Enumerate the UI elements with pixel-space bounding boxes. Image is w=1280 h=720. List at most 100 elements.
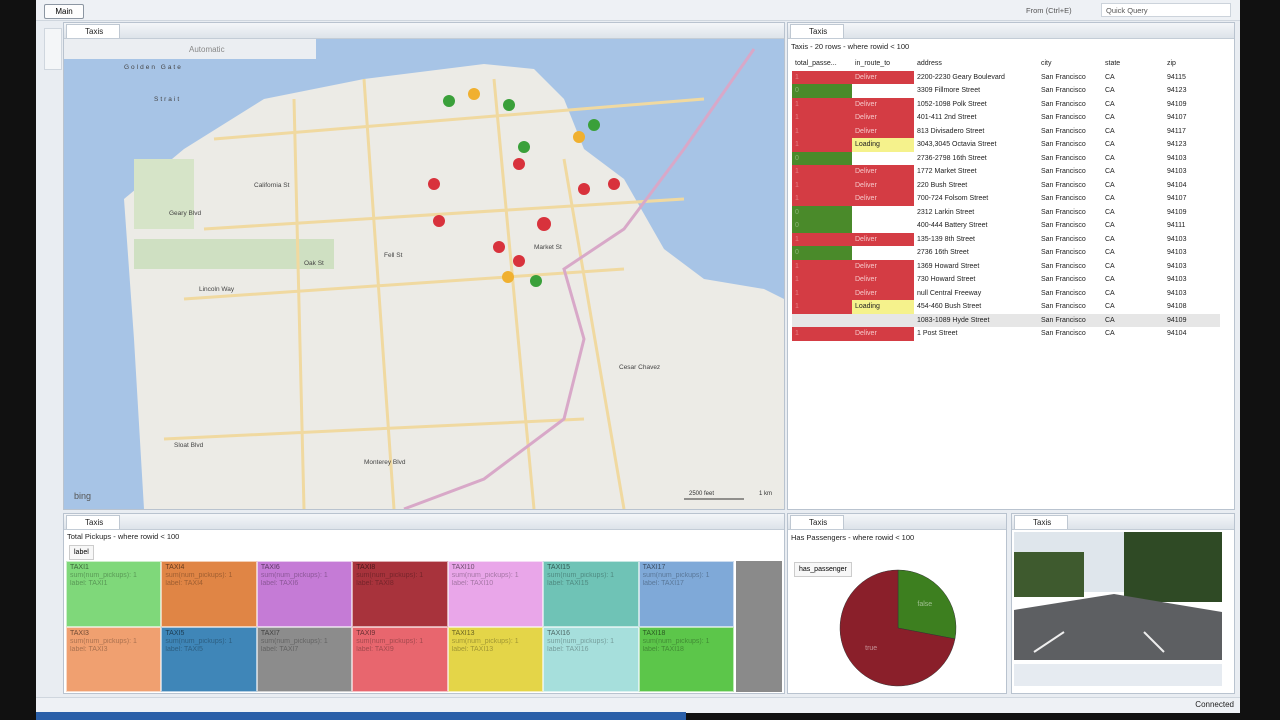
map-panel: Taxis Automatic bing 2500 feet 1 km Golden G… <box>63 22 785 510</box>
column-header: in_route_to <box>855 60 891 68</box>
table-cell: 94103 <box>1167 168 1187 176</box>
table-cell <box>852 219 914 233</box>
table-cell: San Francisco <box>1041 87 1086 95</box>
cell-name: TAXI8 <box>356 564 376 571</box>
cell-value: sum(num_pickups): 1 <box>70 637 137 645</box>
table-cell: 94103 <box>1167 289 1187 297</box>
table-cell: CA <box>1105 168 1115 176</box>
table-row: 1 Deliver 401-411 2nd Street San Francisco C… <box>792 111 1220 125</box>
toolbar: Main From (Ctrl+E) Quick Query <box>36 0 1240 21</box>
table-cell: CA <box>1105 316 1115 324</box>
table-row: 1 Loading 3043,3045 Octavia Street San Fran… <box>792 138 1220 152</box>
header-row: total_passe... in_route_to address city stat… <box>792 57 1220 71</box>
table-cell: Deliver <box>852 273 914 287</box>
table-row: 1 Deliver null Central Freeway San Francisc… <box>792 286 1220 300</box>
map[interactable]: Automatic bing 2500 feet 1 km Golden Gate Str… <box>64 39 784 509</box>
tab[interactable]: Taxis <box>66 515 121 529</box>
table-cell: CA <box>1105 262 1115 270</box>
table-cell: San Francisco <box>1041 100 1086 108</box>
table-cell: CA <box>1105 127 1115 135</box>
treemap-cell: TAXI6 sum(num_pickups): 1 label: TAXI6 <box>256 561 353 627</box>
column-header: zip <box>1167 60 1176 68</box>
table-cell: CA <box>1105 249 1115 257</box>
search-box[interactable]: From (Ctrl+E) <box>1026 6 1072 15</box>
tab[interactable]: Taxis <box>1014 515 1069 529</box>
table-cell: CA <box>1105 141 1115 149</box>
table-cell: 1083-1089 Hyde Street <box>917 316 990 324</box>
table-cell: 135-139 8th Street <box>917 235 975 243</box>
cell-label: label: TAXI3 <box>70 645 108 653</box>
video-controls[interactable] <box>1014 664 1222 686</box>
table-cell: 400-444 Battery Street <box>917 222 988 230</box>
table-cell: Deliver <box>852 259 914 273</box>
table-cell: 1 <box>792 300 852 314</box>
table-cell: 1 <box>792 178 852 192</box>
table-panel: Taxis Taxis - 20 rows - where rowid < 10… <box>787 22 1235 510</box>
map-label: Golden Gate <box>124 64 183 71</box>
table-cell: San Francisco <box>1041 141 1086 149</box>
cell-value: sum(num_pickups): 1 <box>165 637 233 645</box>
table-cell: 1772 Market Street <box>917 168 977 176</box>
table-cell: 94103 <box>1167 235 1187 243</box>
legend-tab[interactable]: label <box>69 545 94 560</box>
table-cell <box>852 84 914 98</box>
table-cell: San Francisco <box>1041 262 1086 270</box>
table-cell: Deliver <box>852 70 914 84</box>
map-label: Geary Blvd <box>169 210 202 217</box>
treemap-cell: TAXI9 sum(num_pickups): 1 label: TAXI9 <box>352 626 448 692</box>
column-header: address <box>917 60 942 68</box>
tab[interactable]: Taxis <box>790 24 845 38</box>
table-cell: 94111 <box>1167 222 1186 230</box>
table-cell: San Francisco <box>1041 127 1086 135</box>
table-row: 0 2312 Larkin Street San Francisco CA 94109 <box>792 205 1220 219</box>
side-toolbar <box>44 28 62 70</box>
table-cell: 94104 <box>1167 330 1187 338</box>
table-cell <box>852 152 914 166</box>
tab[interactable]: Taxis <box>66 24 121 38</box>
table-cell: 1 <box>792 97 852 111</box>
cell-value: sum(num_pickups): 1 <box>547 572 615 579</box>
cell-name: TAXI16 <box>547 629 570 637</box>
treemap-panel: Taxis Total Pickups - where rowid < 100 … <box>63 513 785 694</box>
treemap-cell: TAXI18 sum(num_pickups): 1 label: TAXI18 <box>638 626 734 692</box>
table-cell: 0 <box>792 84 852 98</box>
table-cell: CA <box>1105 114 1115 122</box>
table-cell: 0 <box>792 219 852 233</box>
cell-value: sum(num_pickups): 1 <box>260 637 328 645</box>
pie-title: Has Passengers - where rowid < 100 <box>791 533 915 542</box>
freeway <box>403 48 756 509</box>
table-cell: 401-411 2nd Street <box>917 114 977 122</box>
table-cell: CA <box>1105 181 1115 189</box>
main-button[interactable]: Main <box>44 4 84 19</box>
table-cell: 454-460 Bush Street <box>917 303 982 311</box>
tab-bar: Taxis <box>788 514 1006 530</box>
taskbar <box>36 712 686 720</box>
table-cell: 0 <box>792 246 852 260</box>
pie-panel: Taxis Has Passengers - where rowid < 100… <box>787 513 1007 694</box>
treemap-filler <box>736 561 782 692</box>
treemap-cell: TAXI8 sum(num_pickups): 1 label: TAXI8 <box>352 561 448 627</box>
table-cell: San Francisco <box>1041 168 1086 176</box>
cell-label: label: TAXI16 <box>547 645 589 653</box>
table-cell: 1 <box>792 327 852 341</box>
table-row: 1 Deliver 813 Divisadero Street San Francis… <box>792 124 1220 138</box>
table-cell <box>852 314 914 328</box>
table-cell: CA <box>1105 235 1115 243</box>
cell-value: sum(num_pickups): 1 <box>451 572 519 579</box>
quick-query[interactable]: Quick Query <box>1101 3 1231 17</box>
cell-label: label: TAXI18 <box>642 645 684 653</box>
table-cell <box>792 314 852 328</box>
scale-feet: 2500 feet <box>689 491 714 497</box>
table-cell: Deliver <box>852 97 914 111</box>
tab[interactable]: Taxis <box>790 515 845 529</box>
field-tab[interactable]: has_passenger <box>794 562 852 577</box>
map-label: Lincoln Way <box>199 286 235 293</box>
table-cell: CA <box>1105 208 1115 216</box>
table-cell: 94108 <box>1167 303 1187 311</box>
cell-name: TAXI10 <box>451 564 475 571</box>
table-cell: 3043,3045 Octavia Street <box>917 141 997 149</box>
table-cell: 0 <box>792 205 852 219</box>
table-cell: Loading <box>852 138 914 152</box>
table-cell: 700-724 Folsom Street <box>917 195 989 203</box>
